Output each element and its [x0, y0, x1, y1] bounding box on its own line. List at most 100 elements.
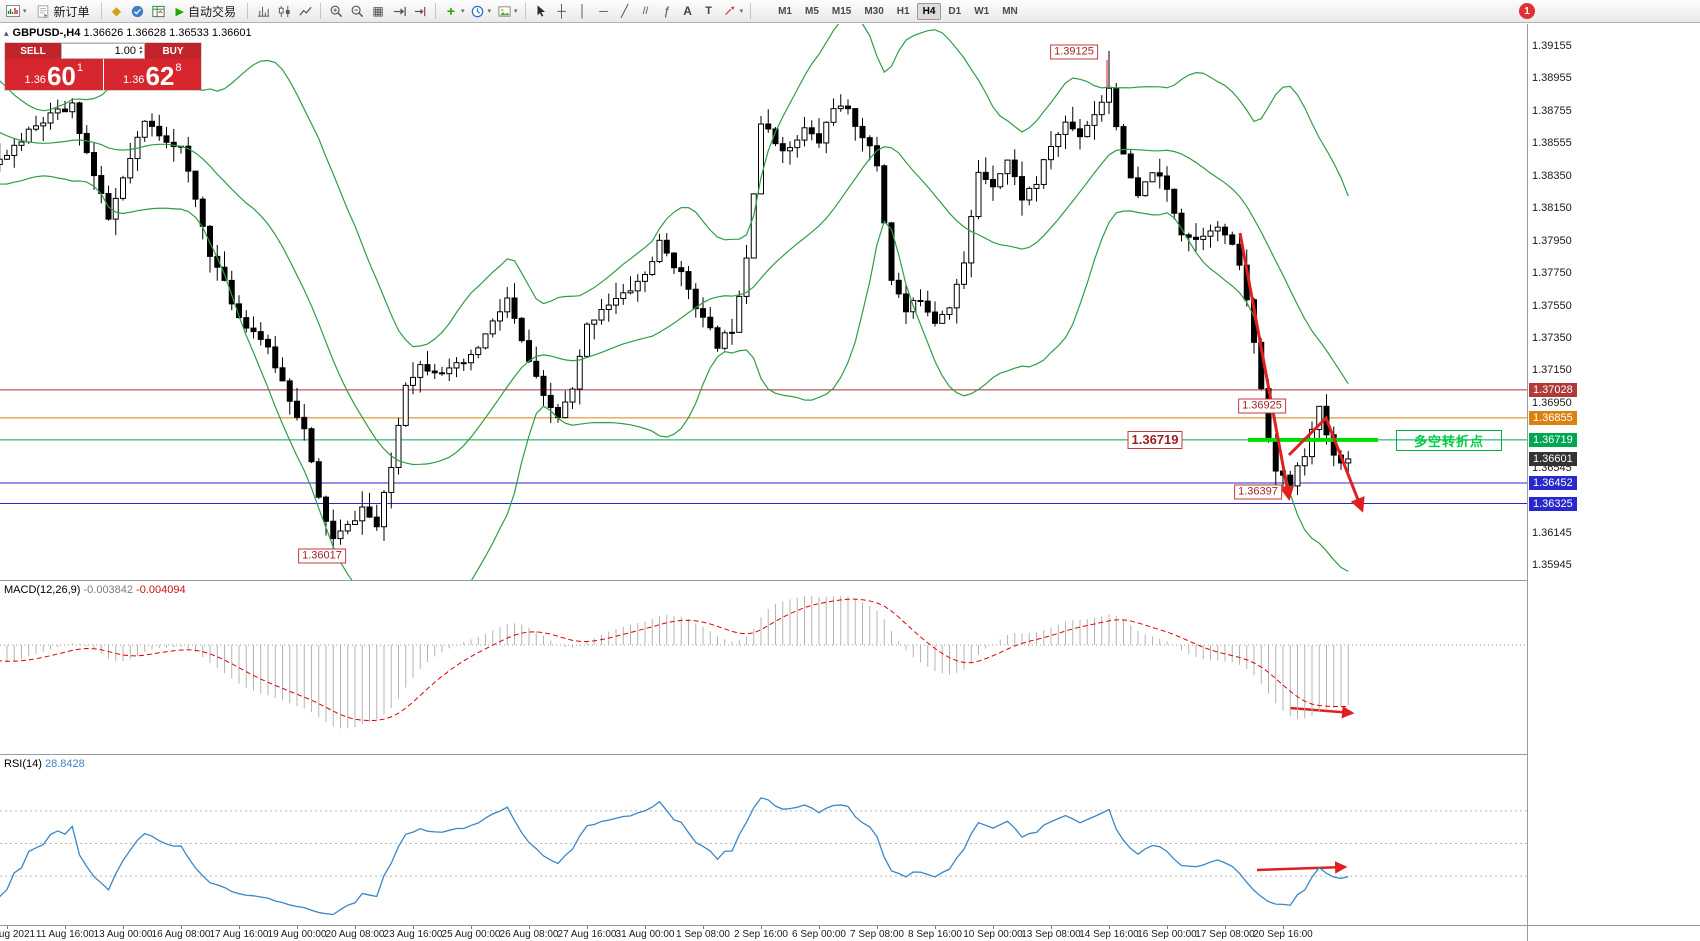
- new-chart-caret-icon[interactable]: ▾: [23, 8, 27, 15]
- price-callout-1.36017[interactable]: 1.36017: [298, 548, 346, 564]
- candle-body: [1301, 456, 1308, 467]
- volume-input[interactable]: 1.00 ▴ ▾: [61, 43, 145, 59]
- arrows-tool-icon[interactable]: [720, 2, 740, 21]
- price-callout-1.36397[interactable]: 1.36397: [1234, 484, 1282, 500]
- indicators-caret-icon[interactable]: ▾: [461, 8, 465, 15]
- arrows-caret-icon[interactable]: ▾: [739, 8, 744, 15]
- timeframe-m5[interactable]: M5: [804, 5, 819, 17]
- candle-body: [569, 388, 576, 403]
- candle-body: [1345, 458, 1352, 464]
- autotrading-button[interactable]: ▶ 自动交易: [170, 2, 242, 21]
- candle-body: [475, 347, 482, 356]
- timeframe-h4[interactable]: H4: [916, 2, 942, 20]
- candle-body: [11, 144, 18, 156]
- timeframe-h1[interactable]: H1: [896, 5, 910, 17]
- candle-body: [1222, 226, 1228, 236]
- date-label: 17 Aug 16:00: [209, 929, 269, 940]
- volume-up-icon[interactable]: ▴: [138, 45, 142, 51]
- trend-arrow[interactable]: [1256, 861, 1348, 874]
- periods-caret-icon[interactable]: ▾: [487, 8, 492, 15]
- price-callout-1.39125[interactable]: 1.39125: [1050, 44, 1098, 60]
- new-order-button[interactable]: 新订单: [30, 2, 96, 21]
- timeframe-w1[interactable]: W1: [974, 5, 990, 17]
- candle-body: [613, 298, 619, 306]
- candle-body: [627, 290, 634, 294]
- zoom-in-icon[interactable]: [326, 2, 346, 21]
- candle-body: [207, 225, 213, 257]
- profiles-icon[interactable]: [128, 2, 148, 21]
- candle-body: [301, 416, 308, 430]
- clock-glyph: [471, 5, 484, 17]
- text-label-icon[interactable]: T: [705, 5, 712, 17]
- new-chart-glyph: [6, 5, 20, 17]
- vertical-line-icon[interactable]: │: [578, 4, 587, 18]
- templates-icon[interactable]: [494, 2, 514, 21]
- candle-body: [750, 193, 757, 259]
- line-chart-icon[interactable]: [295, 2, 315, 21]
- rsi-panel-divider[interactable]: [0, 754, 1700, 755]
- timeframe-m15[interactable]: M15: [831, 5, 852, 17]
- horizontal-line-icon[interactable]: ─: [599, 4, 608, 18]
- timeframe-m30[interactable]: M30: [864, 5, 884, 17]
- candle-body: [634, 280, 641, 292]
- date-label: 1 Sep 08:00: [676, 929, 730, 940]
- notification-badge[interactable]: 1: [1519, 3, 1535, 19]
- fibonacci-icon[interactable]: ƒ: [663, 4, 670, 18]
- timeframe-d1[interactable]: D1: [948, 5, 962, 17]
- channel-icon[interactable]: //: [642, 5, 649, 17]
- rsi-layer: [0, 797, 1527, 916]
- candle-body: [591, 319, 598, 325]
- chart-shift-icon[interactable]: [410, 2, 430, 21]
- auto-scroll-icon[interactable]: [389, 2, 409, 21]
- price-callout-1.36925[interactable]: 1.36925: [1238, 398, 1286, 414]
- trend-arrow[interactable]: [1238, 232, 1295, 501]
- indicators-icon[interactable]: +: [446, 3, 456, 19]
- zoom-out-icon[interactable]: [347, 2, 367, 21]
- candle-body: [779, 143, 786, 152]
- bar-chart-icon[interactable]: [253, 2, 273, 21]
- turning-point-annotation[interactable]: 多空转折点: [1396, 430, 1502, 451]
- templates-caret-icon[interactable]: ▾: [514, 8, 518, 15]
- sell-price[interactable]: 1.36 60 1: [5, 59, 103, 90]
- sell-button[interactable]: SELL: [5, 43, 61, 59]
- candlestick-chart-icon[interactable]: [274, 2, 294, 21]
- candle-body: [504, 297, 511, 313]
- candle-body: [946, 307, 953, 316]
- volume-down-icon[interactable]: ▾: [138, 50, 142, 56]
- candle-body: [410, 376, 416, 386]
- trend-arrow[interactable]: [1287, 415, 1365, 513]
- new-chart-icon[interactable]: [3, 2, 23, 21]
- cursor-icon[interactable]: [531, 2, 551, 21]
- crosshair-icon[interactable]: ┼: [557, 4, 566, 18]
- candle-body: [1272, 438, 1279, 472]
- buy-button[interactable]: BUY: [145, 43, 201, 59]
- arrows-tool-glyph: [724, 6, 734, 15]
- rsi-name: RSI(14): [4, 758, 42, 770]
- market-watch-icon[interactable]: [149, 2, 169, 21]
- candle-body: [663, 239, 670, 254]
- date-label: 31 Aug 00:00: [615, 929, 675, 940]
- candle-body: [315, 461, 322, 498]
- macd-panel-divider[interactable]: [0, 580, 1700, 581]
- timeframe-mn[interactable]: MN: [1002, 5, 1018, 17]
- trendline-icon[interactable]: ╱: [620, 4, 629, 18]
- volume-stepper[interactable]: ▴ ▾: [138, 45, 142, 56]
- text-icon[interactable]: A: [683, 4, 692, 18]
- compass-icon[interactable]: ◆: [111, 4, 122, 18]
- candle-body: [1091, 114, 1098, 126]
- trend-arrow[interactable]: [1289, 705, 1355, 719]
- buy-price[interactable]: 1.36 62 8: [103, 59, 201, 90]
- timeframe-m1[interactable]: M1: [778, 5, 792, 17]
- price-callout-1.36719[interactable]: 1.36719: [1127, 431, 1183, 449]
- candle-body: [272, 346, 279, 369]
- collapse-panel-icon[interactable]: ▴: [4, 28, 9, 38]
- periods-icon[interactable]: [468, 2, 488, 21]
- candle-body: [1019, 176, 1025, 201]
- price-scale-tick: 1.35945: [1532, 559, 1572, 571]
- price-scale[interactable]: 1.39155 1.38955 1.38755 1.38555 1.38350 1.381…: [1528, 24, 1700, 925]
- candle-body: [678, 267, 685, 273]
- tile-windows-icon[interactable]: ▦: [372, 4, 384, 18]
- symbol-title: GBPUSD-,H4: [12, 27, 81, 39]
